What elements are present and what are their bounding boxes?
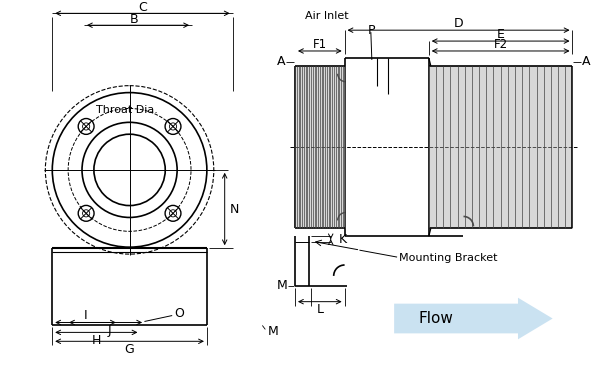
- Text: Throat Dia.: Throat Dia.: [96, 105, 158, 116]
- Text: E: E: [497, 28, 505, 41]
- Text: B: B: [130, 13, 139, 26]
- Text: Flow: Flow: [419, 311, 454, 326]
- FancyArrow shape: [394, 298, 553, 339]
- Text: N: N: [230, 203, 239, 215]
- Text: G: G: [125, 343, 134, 356]
- Text: M: M: [277, 279, 287, 292]
- Text: J: J: [108, 324, 112, 337]
- Text: H: H: [92, 334, 101, 347]
- Text: F2: F2: [494, 37, 508, 50]
- Text: O: O: [174, 307, 184, 320]
- Text: Air Inlet: Air Inlet: [305, 11, 349, 21]
- Text: F1: F1: [313, 37, 327, 50]
- Text: P: P: [368, 24, 376, 37]
- Bar: [295, 66, 344, 229]
- Text: C: C: [138, 1, 147, 14]
- Bar: [429, 66, 572, 229]
- Text: D: D: [454, 17, 463, 30]
- Text: Mounting Bracket: Mounting Bracket: [399, 253, 497, 263]
- Text: M: M: [268, 325, 278, 338]
- Text: A: A: [277, 55, 285, 68]
- Text: I: I: [84, 309, 88, 322]
- Text: K: K: [338, 233, 347, 246]
- Text: L: L: [316, 303, 323, 316]
- Text: A: A: [583, 55, 591, 68]
